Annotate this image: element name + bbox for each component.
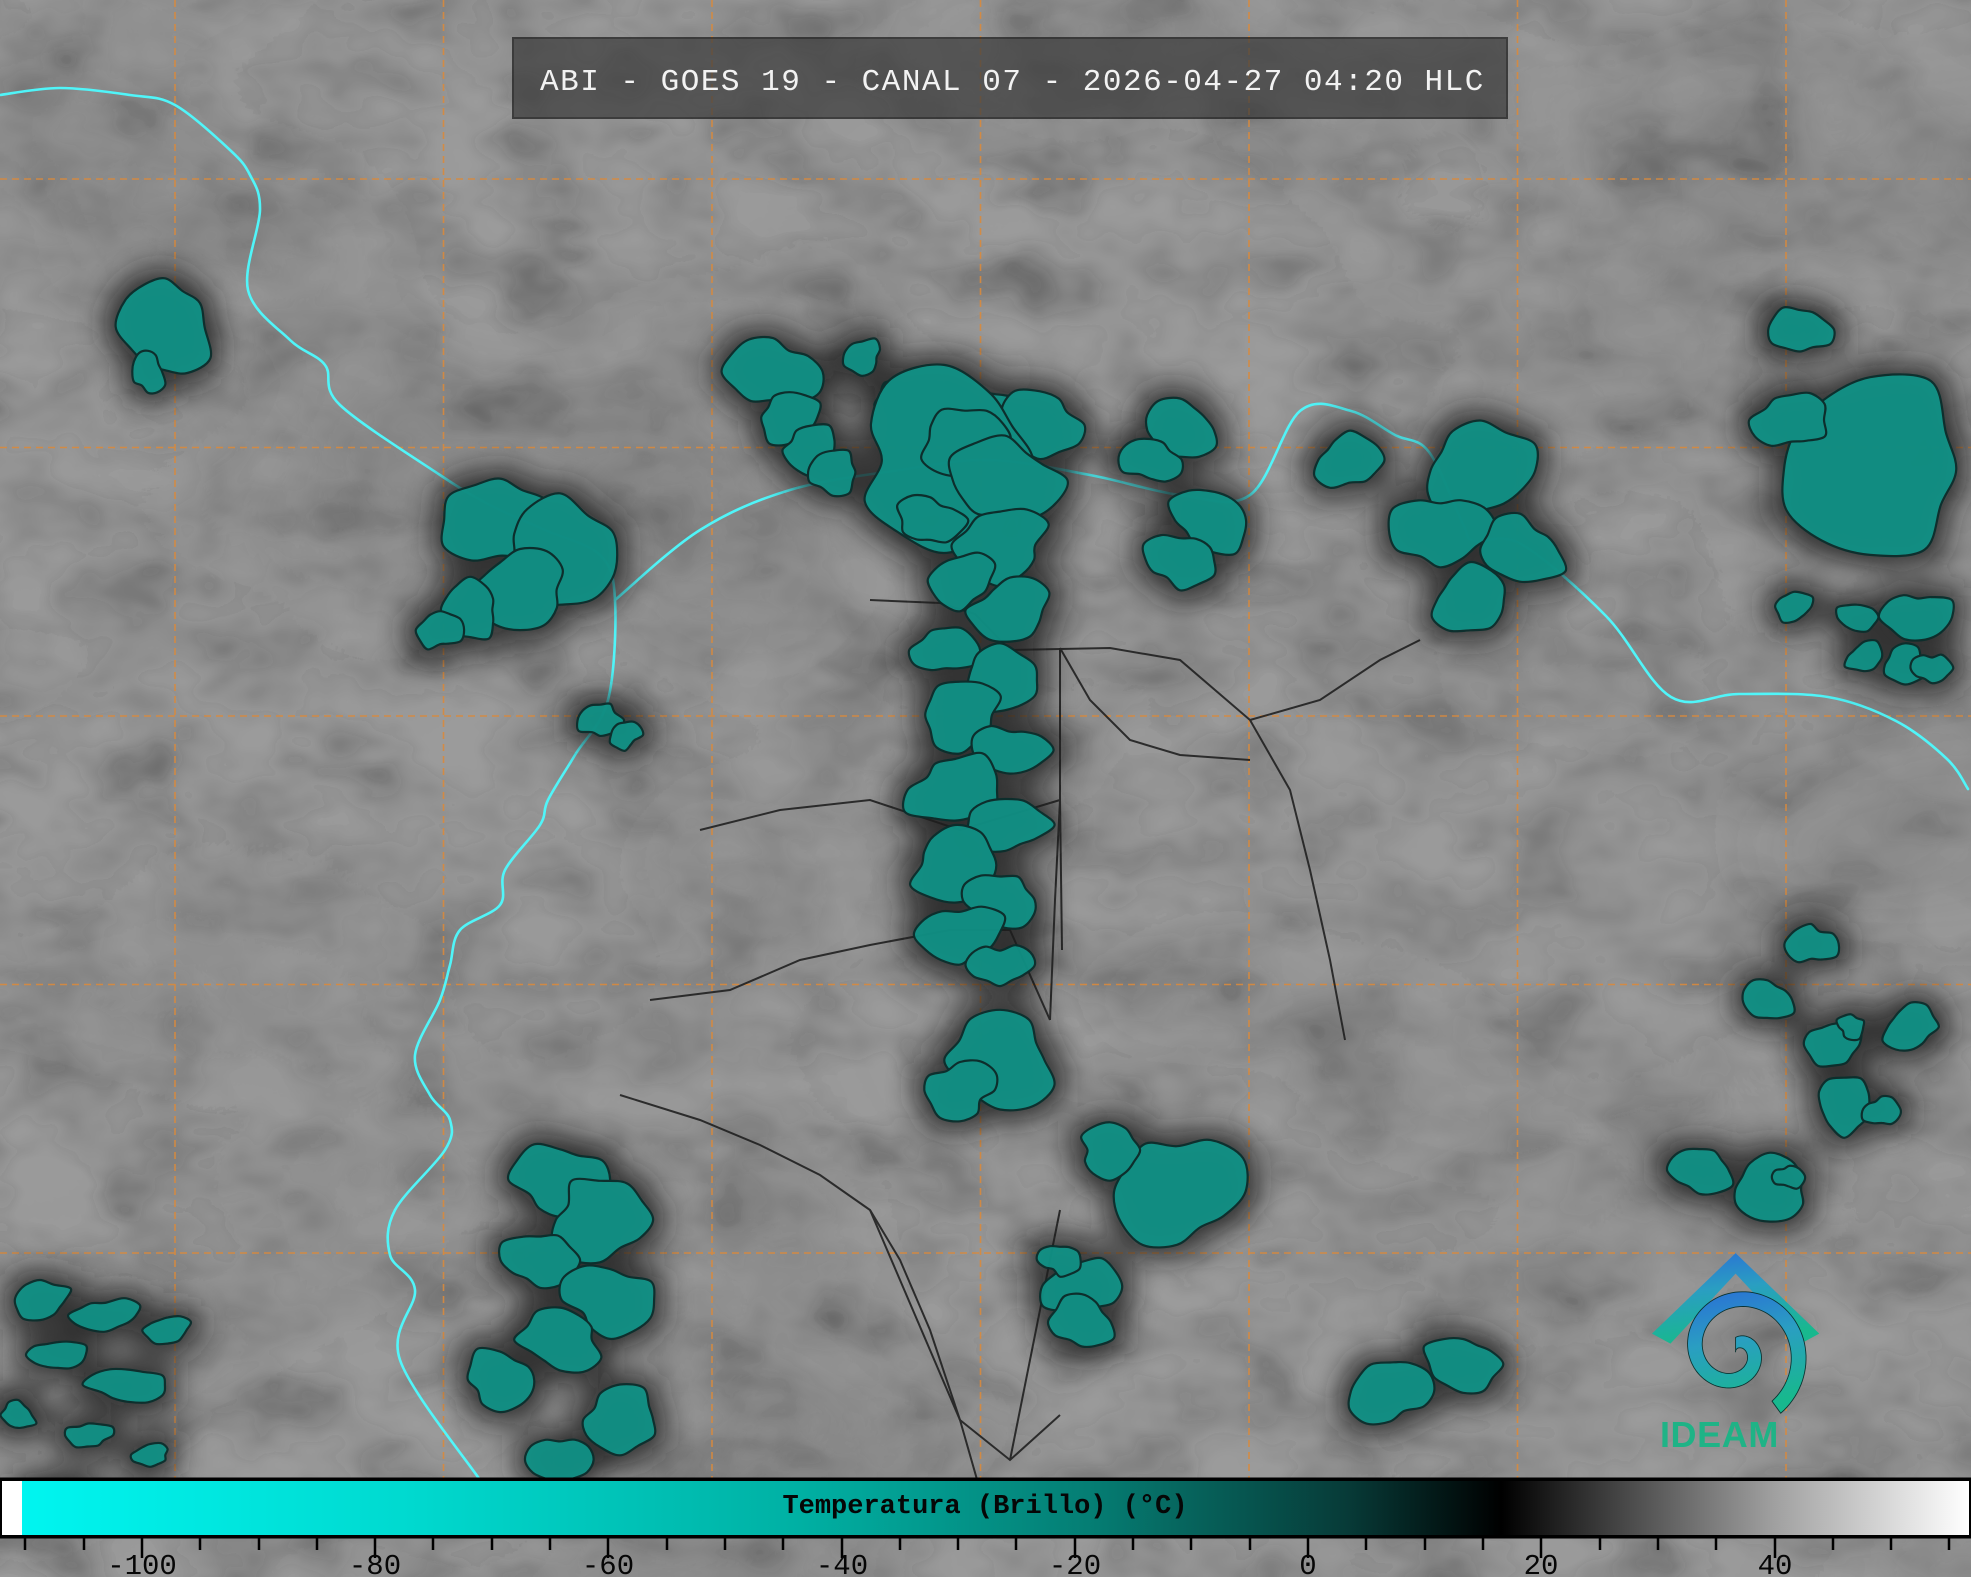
svg-text:0: 0 — [1299, 1550, 1316, 1577]
svg-text:-80: -80 — [349, 1550, 401, 1577]
svg-text:-100: -100 — [107, 1550, 177, 1577]
svg-text:-60: -60 — [582, 1550, 634, 1577]
svg-text:-40: -40 — [816, 1550, 868, 1577]
svg-text:-20: -20 — [1049, 1550, 1101, 1577]
svg-text:Temperatura (Brillo) (°C): Temperatura (Brillo) (°C) — [782, 1492, 1187, 1522]
svg-text:ABI - GOES 19 - CANAL 07 - 202: ABI - GOES 19 - CANAL 07 - 2026-04-27 04… — [540, 65, 1485, 100]
svg-text:IDEAM: IDEAM — [1660, 1414, 1779, 1455]
svg-text:40: 40 — [1758, 1550, 1793, 1577]
svg-text:20: 20 — [1524, 1550, 1559, 1577]
